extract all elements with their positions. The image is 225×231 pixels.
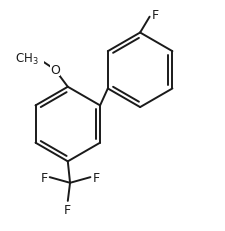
Text: O: O xyxy=(50,64,60,77)
Text: F: F xyxy=(151,9,158,22)
Text: CH$_3$: CH$_3$ xyxy=(15,52,38,67)
Text: F: F xyxy=(64,203,71,216)
Text: F: F xyxy=(92,171,99,184)
Text: F: F xyxy=(40,171,47,184)
Text: methoxy: methoxy xyxy=(36,58,43,59)
